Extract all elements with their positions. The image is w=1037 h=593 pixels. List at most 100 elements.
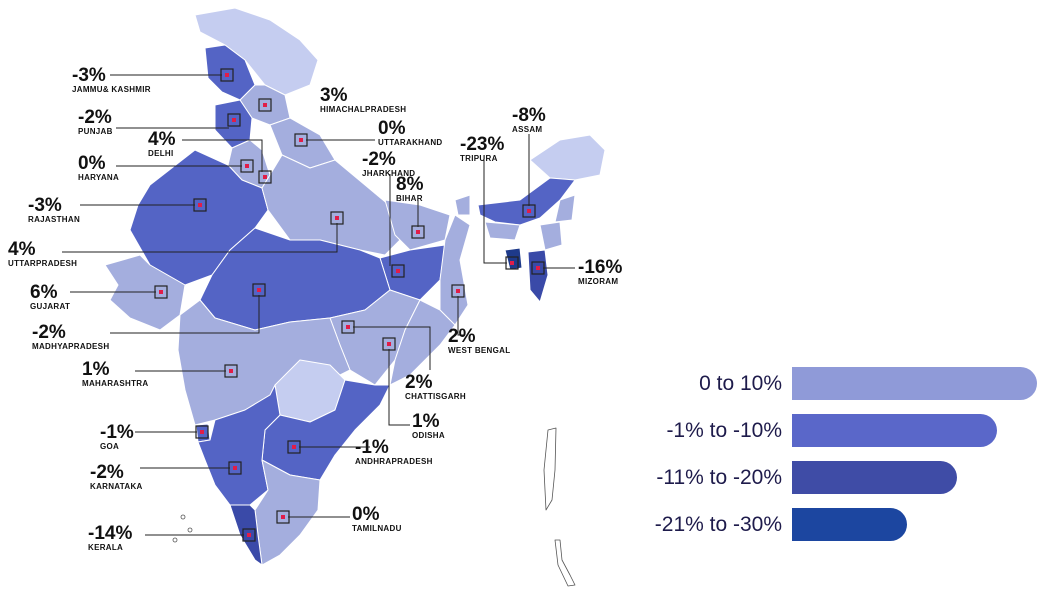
state-callout: -2% KARNATAKA	[90, 463, 143, 491]
state-marker-box[interactable]	[195, 425, 209, 439]
state-name: MIZORAM	[578, 277, 619, 286]
state-marker-box[interactable]	[391, 264, 405, 278]
state-marker-box[interactable]	[193, 198, 207, 212]
state-marker-box[interactable]	[330, 211, 344, 225]
state-value: -16%	[578, 257, 623, 278]
state-name: JAMMU& KASHMIR	[72, 85, 151, 94]
state-marker-dot	[247, 533, 251, 537]
state-value: 3%	[320, 85, 348, 106]
state-marker-box[interactable]	[154, 285, 168, 299]
legend-label: -21% to -30%	[654, 513, 782, 536]
state-marker-box[interactable]	[224, 364, 238, 378]
state-marker-box[interactable]	[252, 283, 266, 297]
state-callout: 8% BIHAR	[396, 175, 423, 203]
region-nicobar-islands	[554, 539, 576, 587]
callout-leader-line	[110, 295, 260, 334]
state-name: KERALA	[88, 543, 124, 552]
state-marker-dot	[200, 430, 204, 434]
state-callout: -2% PUNJAB	[78, 108, 113, 136]
state-marker-box[interactable]	[242, 528, 256, 542]
region-mizoram[interactable]	[527, 249, 549, 303]
state-callout: -3% JAMMU& KASHMIR	[72, 66, 151, 94]
state-value: -8%	[512, 105, 546, 126]
state-marker-box[interactable]	[287, 440, 301, 454]
state-marker-box[interactable]	[228, 461, 242, 475]
state-value: 2%	[405, 372, 433, 393]
state-marker-dot	[232, 118, 236, 122]
state-value: 8%	[396, 174, 424, 195]
state-name: JHARKHAND	[362, 169, 416, 178]
region-manipur[interactable]	[539, 221, 563, 251]
region-assam[interactable]	[477, 177, 576, 226]
state-value: 0%	[378, 118, 406, 139]
state-name: WEST BENGAL	[448, 346, 511, 355]
state-marker-dot	[281, 515, 285, 519]
state-name: GOA	[100, 442, 120, 451]
state-name: TRIPURA	[460, 154, 498, 163]
state-name: ODISHA	[412, 431, 445, 440]
state-marker-dot	[233, 466, 237, 470]
state-marker-dot	[387, 342, 391, 346]
state-value: 2%	[448, 326, 476, 347]
region-lakshadweep	[180, 514, 186, 520]
state-marker-dot	[225, 73, 229, 77]
region-meghalaya[interactable]	[484, 221, 521, 241]
state-marker-box[interactable]	[276, 510, 290, 524]
state-name: ANDHRAPRADESH	[355, 457, 433, 466]
state-marker-box[interactable]	[258, 98, 272, 112]
state-marker-box[interactable]	[220, 68, 234, 82]
state-marker-box[interactable]	[294, 133, 308, 147]
state-callout: -16% MIZORAM	[578, 258, 622, 286]
state-value: 4%	[148, 129, 176, 150]
callout-leader-line	[62, 223, 338, 253]
state-name: RAJASTHAN	[28, 215, 81, 224]
callout-leader-line	[483, 160, 507, 264]
callout-leader-line	[182, 139, 263, 172]
state-callout: 0% TAMILNADU	[352, 505, 402, 533]
state-callout: 3% HIMACHALPRADESH	[320, 86, 406, 114]
state-marker-dot	[299, 138, 303, 142]
region-odisha[interactable]	[389, 299, 456, 386]
state-name: HARYANA	[78, 173, 120, 182]
state-marker-box[interactable]	[522, 204, 536, 218]
state-name: DELHI	[148, 149, 174, 158]
region-karnataka[interactable]	[197, 384, 281, 506]
state-value: 6%	[30, 282, 58, 303]
state-marker-box[interactable]	[505, 256, 519, 270]
state-value: 0%	[78, 153, 106, 174]
state-callout: 1% MAHARASHTRA	[82, 360, 148, 388]
state-callout: -23% TRIPURA	[460, 135, 504, 163]
legend-label: -1% to -10%	[666, 419, 782, 442]
state-callout: -8% ASSAM	[512, 106, 546, 134]
state-value: 1%	[82, 359, 110, 380]
legend-swatch	[792, 508, 907, 541]
region-tamilnadu[interactable]	[254, 459, 321, 566]
state-marker-box[interactable]	[411, 225, 425, 239]
state-name: BIHAR	[396, 194, 423, 203]
callout-leader-line	[388, 349, 410, 426]
state-marker-box[interactable]	[451, 284, 465, 298]
state-value: 1%	[412, 411, 440, 432]
state-marker-box[interactable]	[382, 337, 396, 351]
state-value: -2%	[32, 322, 66, 343]
state-marker-box[interactable]	[258, 170, 272, 184]
state-markers	[154, 68, 545, 542]
region-sikkim[interactable]	[454, 194, 471, 216]
state-marker-dot	[536, 266, 540, 270]
state-callout: -14% KERALA	[88, 524, 132, 552]
state-marker-box[interactable]	[341, 320, 355, 334]
state-marker-dot	[229, 369, 233, 373]
region-ladakh[interactable]	[194, 7, 319, 96]
state-callout: -2% JHARKHAND	[362, 150, 415, 178]
region-andaman-islands	[543, 427, 557, 511]
state-value: -2%	[90, 462, 124, 483]
state-marker-dot	[527, 209, 531, 213]
state-marker-box[interactable]	[227, 113, 241, 127]
state-marker-box[interactable]	[531, 261, 545, 275]
state-marker-box[interactable]	[240, 159, 254, 173]
state-name: UTTARAKHAND	[378, 138, 443, 147]
region-nagaland[interactable]	[554, 194, 576, 223]
region-arunachal[interactable]	[529, 134, 606, 181]
state-marker-dot	[257, 288, 261, 292]
region-tripura[interactable]	[504, 247, 523, 271]
